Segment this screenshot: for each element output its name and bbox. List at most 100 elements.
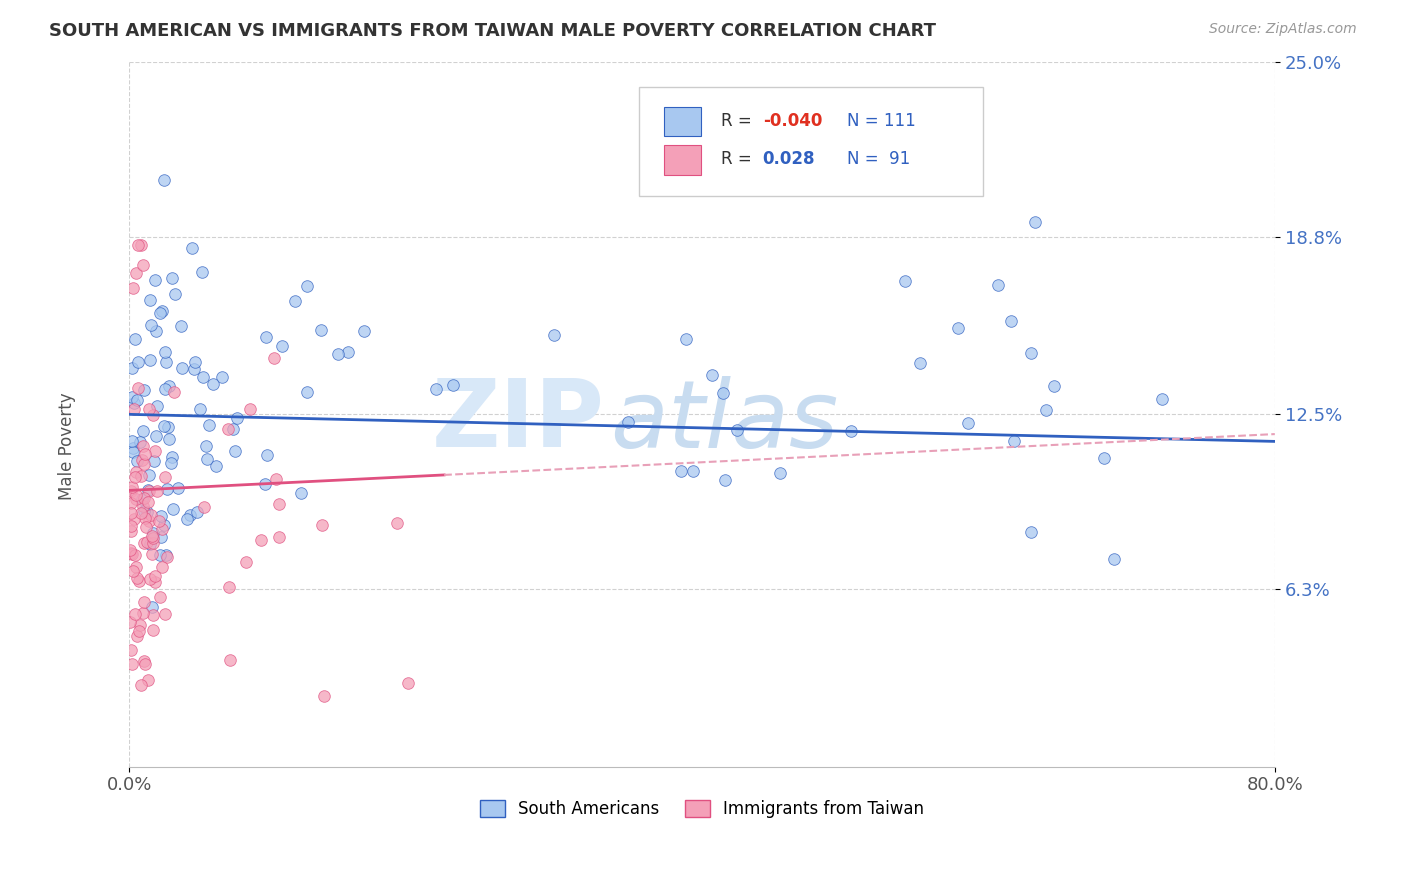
Point	[122, 511, 145, 525]
Point	[176, 512, 198, 526]
Point	[201, 377, 224, 392]
Point	[297, 384, 319, 399]
Point	[256, 448, 278, 462]
Point	[120, 524, 142, 538]
Point	[143, 443, 166, 458]
Point	[148, 515, 170, 529]
Point	[145, 429, 167, 443]
Point	[132, 499, 155, 513]
Point	[1019, 346, 1042, 360]
Point	[118, 615, 141, 629]
Point	[153, 470, 176, 484]
Point	[197, 417, 219, 432]
Point	[121, 564, 143, 578]
Text: ZIP: ZIP	[432, 376, 605, 467]
Point	[219, 653, 242, 667]
Point	[155, 550, 177, 565]
Point	[120, 519, 142, 533]
Point	[311, 518, 333, 533]
Point	[169, 319, 191, 334]
Point	[711, 385, 734, 400]
Point	[121, 548, 143, 562]
Point	[132, 384, 155, 398]
Point	[138, 673, 160, 688]
Point	[1035, 403, 1057, 417]
Point	[142, 623, 165, 637]
Point	[155, 382, 177, 396]
Point	[617, 415, 640, 429]
Point	[675, 333, 697, 347]
Point	[122, 280, 145, 294]
Point	[948, 321, 970, 335]
Point	[769, 466, 792, 480]
Point	[714, 473, 737, 487]
Point	[162, 501, 184, 516]
Point	[120, 506, 142, 520]
Point	[149, 548, 172, 562]
Point	[139, 572, 162, 586]
Point	[141, 508, 163, 523]
Point	[132, 439, 155, 453]
Point	[957, 416, 980, 430]
Point	[134, 511, 156, 525]
Point	[142, 608, 165, 623]
Point	[235, 556, 257, 570]
Point	[908, 355, 931, 369]
Point	[134, 446, 156, 460]
Point	[141, 599, 163, 614]
Point	[1102, 552, 1125, 566]
Point	[121, 434, 143, 448]
Point	[149, 530, 172, 544]
Point	[160, 456, 183, 470]
Point	[120, 484, 142, 499]
Point	[312, 689, 335, 703]
Point	[987, 277, 1010, 292]
Text: SOUTH AMERICAN VS IMMIGRANTS FROM TAIWAN MALE POVERTY CORRELATION CHART: SOUTH AMERICAN VS IMMIGRANTS FROM TAIWAN…	[49, 22, 936, 40]
Point	[125, 488, 148, 502]
Point	[152, 517, 174, 532]
Point	[183, 361, 205, 376]
Point	[218, 422, 240, 436]
FancyBboxPatch shape	[664, 106, 700, 136]
Point	[155, 548, 177, 562]
Point	[121, 657, 143, 671]
Point	[124, 402, 146, 417]
Point	[152, 522, 174, 536]
Point	[157, 432, 180, 446]
Point	[290, 486, 312, 500]
Point	[266, 472, 288, 486]
Point	[143, 574, 166, 589]
Point	[118, 543, 141, 558]
Point	[132, 535, 155, 549]
Point	[671, 464, 693, 478]
Point	[125, 267, 148, 281]
Text: Source: ZipAtlas.com: Source: ZipAtlas.com	[1209, 22, 1357, 37]
Point	[120, 496, 142, 510]
Point	[125, 465, 148, 479]
Text: atlas: atlas	[610, 376, 838, 467]
Point	[179, 508, 201, 523]
Point	[204, 459, 226, 474]
Point	[127, 381, 149, 395]
Point	[269, 530, 291, 544]
Point	[156, 483, 179, 497]
Point	[271, 339, 294, 353]
Point	[1092, 450, 1115, 465]
Point	[138, 537, 160, 551]
Point	[121, 480, 143, 494]
Point	[132, 491, 155, 506]
Point	[131, 491, 153, 506]
Point	[297, 279, 319, 293]
Point	[160, 450, 183, 464]
FancyBboxPatch shape	[638, 87, 983, 196]
Point	[309, 323, 332, 337]
Point	[336, 345, 359, 359]
Point	[122, 445, 145, 459]
Point	[136, 534, 159, 549]
Point	[195, 440, 218, 454]
Point	[425, 382, 447, 396]
Point	[145, 568, 167, 582]
Point	[143, 272, 166, 286]
Point	[155, 355, 177, 369]
Text: Male Poverty: Male Poverty	[59, 392, 76, 500]
